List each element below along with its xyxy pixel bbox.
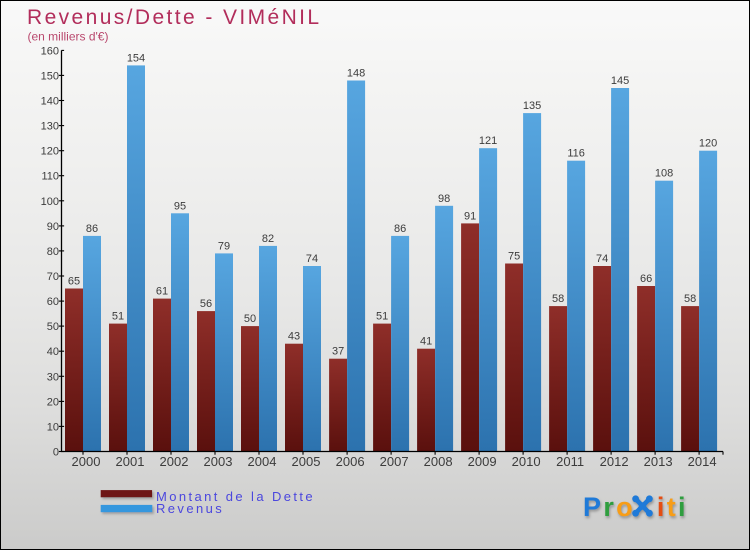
svg-text:Revenus/Dette - VIMéNIL: Revenus/Dette - VIMéNIL: [27, 6, 321, 29]
svg-text:2000: 2000: [72, 454, 101, 469]
svg-text:130: 130: [41, 121, 59, 133]
svg-text:86: 86: [394, 223, 406, 235]
svg-text:86: 86: [86, 223, 98, 235]
svg-text:10: 10: [47, 421, 59, 433]
svg-text:43: 43: [288, 331, 300, 343]
svg-text:150: 150: [41, 70, 59, 82]
svg-text:2001: 2001: [116, 454, 145, 469]
svg-text:154: 154: [127, 52, 145, 64]
svg-text:145: 145: [611, 75, 629, 87]
svg-text:70: 70: [47, 271, 59, 283]
svg-text:65: 65: [68, 276, 80, 288]
svg-text:50: 50: [244, 313, 256, 325]
svg-text:41: 41: [420, 336, 432, 348]
svg-text:(en milliers d'€): (en milliers d'€): [28, 30, 109, 44]
svg-text:120: 120: [41, 146, 59, 158]
svg-text:60: 60: [47, 296, 59, 308]
svg-text:79: 79: [218, 240, 230, 252]
svg-text:30: 30: [47, 371, 59, 383]
svg-text:2014: 2014: [688, 454, 717, 469]
svg-text:51: 51: [112, 311, 124, 323]
svg-text:37: 37: [332, 346, 344, 358]
svg-text:66: 66: [640, 273, 652, 285]
svg-text:56: 56: [200, 298, 212, 310]
svg-text:58: 58: [552, 293, 564, 305]
svg-text:Revenus: Revenus: [156, 501, 224, 516]
svg-text:2012: 2012: [600, 454, 629, 469]
svg-text:148: 148: [347, 68, 365, 80]
svg-text:116: 116: [567, 148, 585, 160]
svg-text:2007: 2007: [380, 454, 409, 469]
svg-text:2004: 2004: [248, 454, 277, 469]
svg-text:Montant de la Dette: Montant de la Dette: [156, 489, 315, 504]
svg-text:121: 121: [479, 135, 497, 147]
svg-text:2006: 2006: [336, 454, 365, 469]
svg-text:140: 140: [41, 96, 59, 108]
svg-text:2009: 2009: [468, 454, 497, 469]
svg-text:100: 100: [41, 196, 59, 208]
svg-text:2008: 2008: [424, 454, 453, 469]
svg-text:40: 40: [47, 346, 59, 358]
svg-text:58: 58: [684, 293, 696, 305]
svg-text:110: 110: [41, 171, 59, 183]
svg-text:51: 51: [376, 311, 388, 323]
svg-text:74: 74: [306, 253, 318, 265]
svg-text:108: 108: [655, 168, 673, 180]
svg-text:90: 90: [47, 221, 59, 233]
svg-text:2010: 2010: [512, 454, 541, 469]
svg-text:75: 75: [508, 251, 520, 263]
svg-text:98: 98: [438, 193, 450, 205]
svg-text:160: 160: [41, 45, 59, 57]
svg-text:2002: 2002: [160, 454, 189, 469]
svg-text:2013: 2013: [644, 454, 673, 469]
svg-text:2011: 2011: [556, 454, 584, 469]
svg-text:91: 91: [464, 210, 476, 222]
svg-text:95: 95: [174, 200, 186, 212]
svg-text:80: 80: [47, 246, 59, 258]
svg-text:61: 61: [156, 286, 168, 298]
svg-text:0: 0: [53, 447, 59, 459]
svg-text:2003: 2003: [204, 454, 233, 469]
svg-text:82: 82: [262, 233, 274, 245]
svg-text:135: 135: [523, 100, 541, 112]
svg-text:2005: 2005: [292, 454, 321, 469]
svg-text:20: 20: [47, 396, 59, 408]
svg-text:50: 50: [47, 321, 59, 333]
svg-text:74: 74: [596, 253, 608, 265]
svg-text:120: 120: [699, 138, 717, 150]
